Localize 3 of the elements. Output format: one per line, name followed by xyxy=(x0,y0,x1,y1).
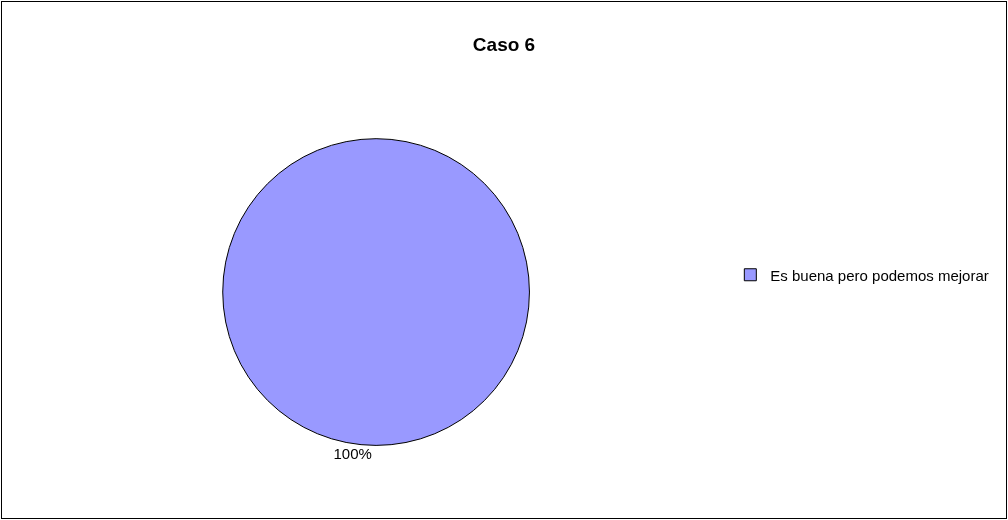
legend-label: Es buena pero podemos mejorar xyxy=(770,266,989,284)
chart-title: Caso 6 xyxy=(472,34,536,56)
data-label: 100% xyxy=(333,445,372,463)
